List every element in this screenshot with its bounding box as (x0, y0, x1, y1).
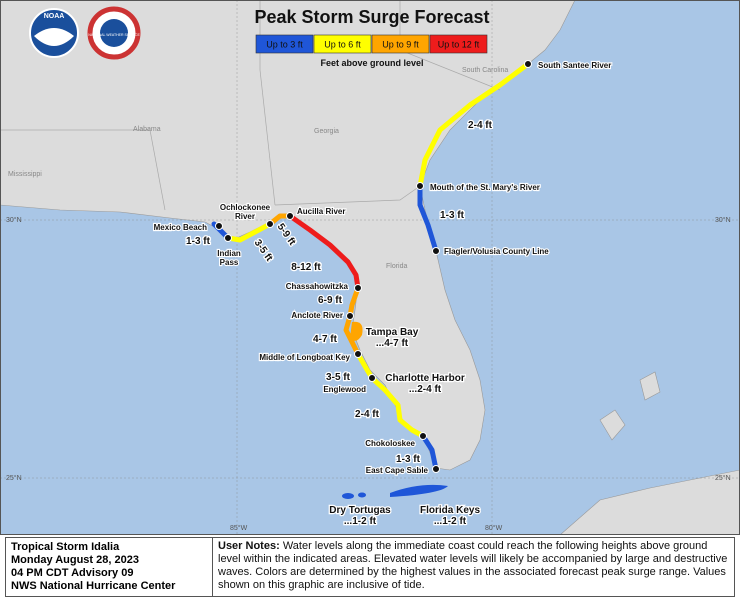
notes-heading: User Notes: (218, 540, 280, 552)
surge-segment (287, 213, 361, 291)
surge-label: 2-4 ft (468, 120, 493, 131)
title: Peak Storm Surge Forecast (254, 7, 489, 27)
lat-label: 25°N (715, 474, 731, 482)
legend-label: Up to 12 ft (438, 40, 480, 50)
surge-label: 3-5 ft (326, 372, 351, 383)
surge-label: Tampa Bay ...4-7 ft (366, 327, 419, 349)
location-label: Middle of Longboat Key (259, 353, 350, 362)
surge-segment (417, 61, 531, 189)
location-point (215, 222, 223, 230)
surge-label: 1-3 ft (186, 236, 211, 247)
location-label: Mexico Beach (154, 223, 207, 232)
surge-label: 8-12 ft (291, 262, 321, 273)
legend: Up to 3 ft Up to 6 ft Up to 9 ft Up to 12 f… (255, 34, 488, 54)
location-label: Anclote River (291, 311, 343, 320)
location-point (286, 212, 294, 220)
location-label: East Cape Sable (366, 466, 429, 475)
region-label: Alabama (133, 126, 161, 133)
location-label: Chokoloskee (365, 439, 415, 448)
legend-swatch (255, 34, 314, 54)
info-line: 04 PM CDT Advisory 09 (11, 567, 134, 579)
legend-swatch (429, 34, 488, 54)
location-label: Englewood (323, 385, 366, 394)
location-point (419, 432, 427, 440)
surge-layer (211, 61, 531, 499)
location-point (524, 60, 532, 68)
location-label: Indian Pass (217, 249, 241, 267)
region-label: Georgia (314, 128, 339, 135)
surge-segment (355, 351, 426, 439)
surge-label: 6-9 ft (318, 295, 343, 306)
surge-label: 2-4 ft (355, 409, 380, 420)
legend-label: Up to 3 ft (266, 40, 303, 50)
info-panel: Tropical Storm Idalia Monday August 28, … (5, 537, 735, 597)
logos: NOAA NATIONAL WEATHER SERVICE (29, 6, 141, 60)
lon-label: 85°W (230, 524, 248, 532)
location-point (416, 182, 424, 190)
user-notes: User Notes: Water levels along the immed… (213, 538, 734, 596)
lat-label: 25°N (6, 474, 22, 482)
legend-label: Up to 6 ft (324, 40, 361, 50)
surge-label: Dry Tortugas ...1-2 ft (329, 505, 391, 527)
surge-segment (225, 221, 273, 243)
state-lines (0, 0, 501, 211)
surge-segment (417, 183, 439, 254)
noaa-text: NOAA (44, 13, 65, 20)
region-label: Florida (386, 263, 408, 270)
surge-area (342, 493, 354, 499)
location-point (432, 247, 440, 255)
surge-area (350, 321, 363, 341)
location-label: Aucilla River (297, 207, 345, 216)
location-label: Ochlockonee River (220, 203, 271, 221)
notes-text: Water levels along the immediate coast c… (218, 540, 728, 591)
surge-label: 4-7 ft (313, 334, 338, 345)
location-point (224, 234, 232, 242)
surge-area (358, 492, 366, 498)
location-label: South Santee River (538, 61, 611, 70)
land (639, 371, 661, 401)
location-point (368, 374, 376, 382)
location-point (354, 284, 362, 292)
map: 30°N 30°N 25°N 25°N 85°W 80°W Alabama Ge… (0, 0, 740, 535)
lon-label: 80°W (485, 524, 503, 532)
location-label: Chassahowitzka (286, 282, 349, 291)
noaa-logo-wave (34, 28, 74, 46)
storm-info: Tropical Storm Idalia Monday August 28, … (6, 538, 213, 596)
surge-label: 1-3 ft (440, 210, 465, 221)
surge-segment (343, 285, 361, 357)
location-point (354, 350, 362, 358)
nws-text: NATIONAL WEATHER SERVICE (88, 33, 140, 37)
legend-caption: Feet above ground level (320, 58, 423, 68)
labels: South Santee River Mouth of the St. Mary'… (153, 60, 613, 528)
surge-label: 1-3 ft (396, 454, 421, 465)
nws-logo-center (100, 19, 128, 47)
location-label: Flagler/Volusia County Line (444, 247, 549, 256)
info-line: Tropical Storm Idalia (11, 541, 120, 553)
region-label: South Carolina (462, 67, 508, 74)
location-point (432, 465, 440, 473)
location-point (266, 220, 274, 228)
lat-label: 30°N (715, 216, 731, 224)
legend-label: Up to 9 ft (382, 40, 419, 50)
location-point (346, 312, 354, 320)
info-line: Monday August 28, 2023 (11, 554, 139, 566)
surge-area (390, 484, 448, 497)
legend-swatch (313, 34, 372, 54)
lat-label: 30°N (6, 216, 22, 224)
surge-label: Charlotte Harbor ...2-4 ft (385, 373, 465, 395)
surge-segment (420, 433, 439, 472)
region-label: Mississippi (8, 171, 42, 178)
info-line: NWS National Hurricane Center (11, 580, 176, 592)
legend-swatch (371, 34, 430, 54)
land (599, 409, 626, 441)
location-label: Mouth of the St. Mary's River (430, 183, 540, 192)
surge-label: Florida Keys ...1-2 ft (420, 505, 480, 527)
